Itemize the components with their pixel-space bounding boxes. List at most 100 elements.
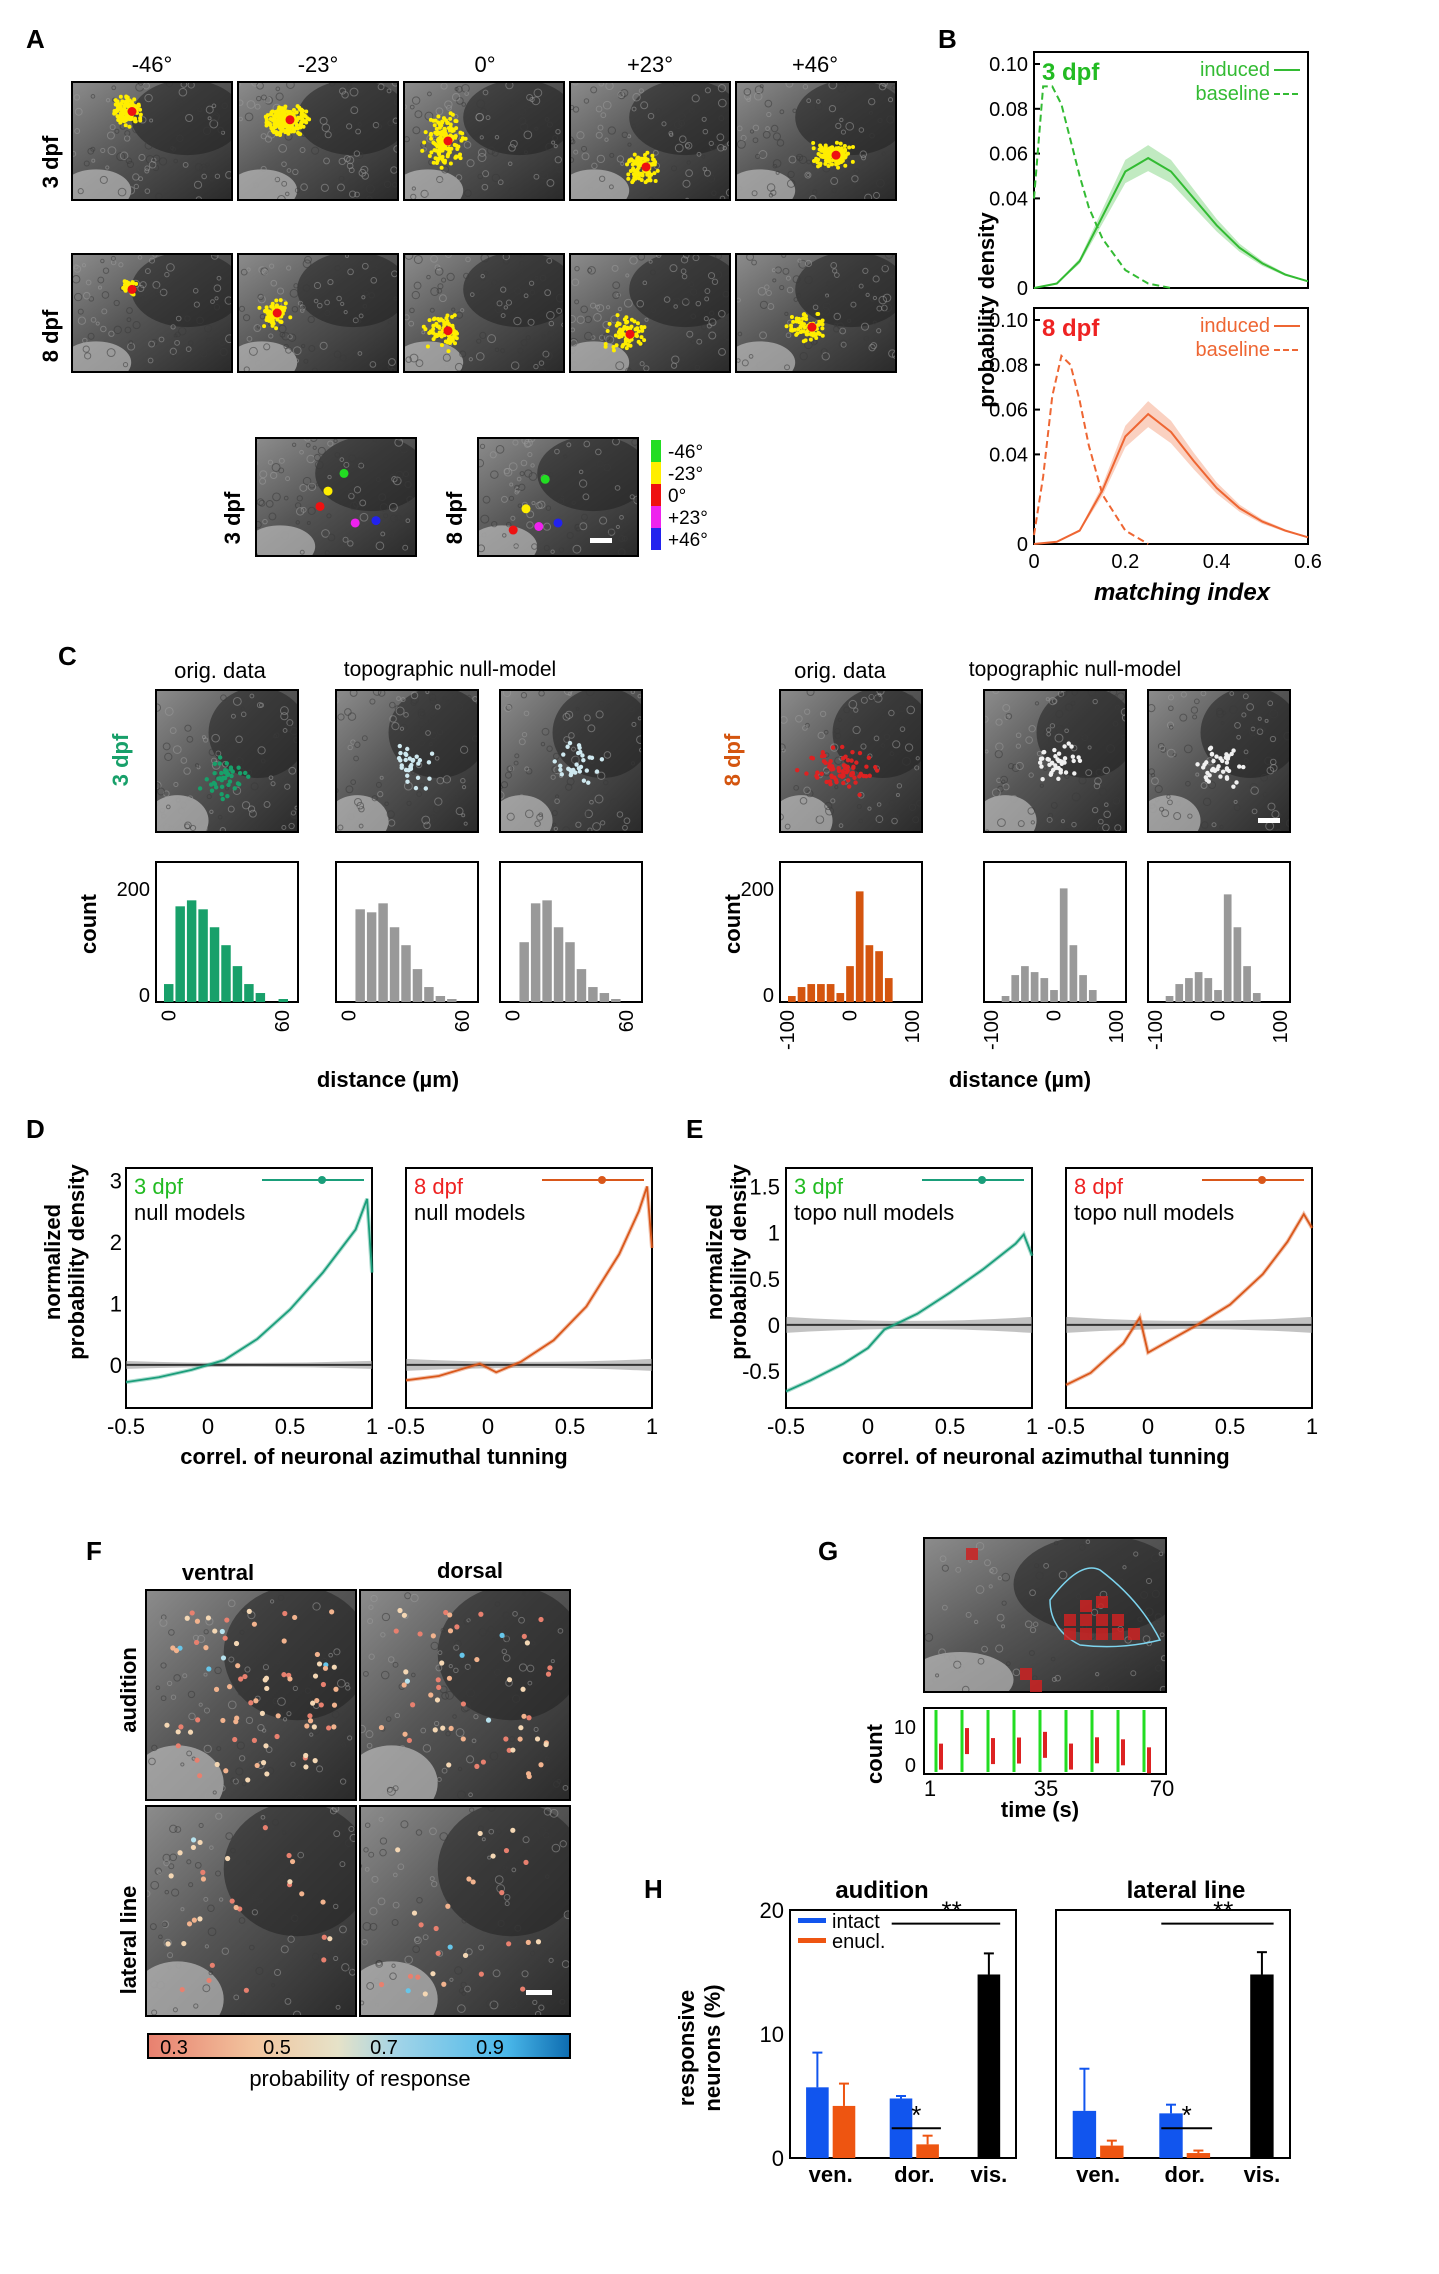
f-response-dot [506, 1941, 512, 1947]
image-cell [338, 87, 347, 95]
image-cell [379, 1837, 388, 1845]
c-hist-bar [412, 969, 423, 1002]
image-cell [375, 541, 385, 551]
f-response-dot [262, 1825, 268, 1831]
image-cell [743, 88, 752, 96]
a-neuron-dot [439, 343, 444, 348]
image-cell [369, 361, 377, 368]
image-cell [479, 443, 486, 449]
image-cell [356, 151, 364, 159]
a-neuron-dot [435, 158, 440, 163]
a-neuron-dot [126, 281, 131, 286]
c-neuron-dot [398, 758, 403, 763]
image-cell [480, 514, 490, 524]
image-cell [416, 1896, 423, 1904]
a-neuron-dot [635, 321, 640, 326]
image-cell [798, 155, 808, 165]
image-cell [505, 703, 513, 711]
f-response-dot [462, 1952, 469, 1959]
c-hist-bar [807, 984, 816, 1002]
image-cell [938, 1648, 946, 1657]
image-cell [160, 1695, 167, 1702]
image-cell [255, 1966, 264, 1975]
image-cell [984, 749, 989, 754]
f-response-dot [233, 1640, 240, 1647]
image-cell [840, 341, 847, 348]
image-cell [608, 527, 616, 535]
image-cell [1133, 1551, 1139, 1557]
image-cell [225, 1832, 234, 1840]
image-cell [821, 306, 831, 316]
image-cell [169, 1853, 178, 1862]
a-neuron-dot [286, 111, 291, 116]
h-xtick-label: vis. [1244, 2162, 1281, 2187]
image-cell [128, 340, 134, 346]
image-cell [168, 1863, 175, 1870]
summary-label-3dpf: 3 dpf [220, 491, 245, 544]
h-sig-star: ** [941, 1896, 961, 1926]
image-cell [793, 297, 799, 302]
image-cell [312, 1602, 321, 1611]
c-neuron-dot [852, 775, 857, 781]
panel-letter-c: C [58, 641, 77, 671]
image-cell [97, 276, 105, 284]
a-neuron-dot [826, 157, 831, 162]
c-ytick-label: 200 [741, 879, 774, 901]
image-cell [507, 161, 513, 167]
image-cell [465, 1948, 473, 1956]
c-xtick-label: 100 [1270, 1010, 1292, 1043]
image-cell [711, 190, 717, 196]
d-ylabel-1: normalized [40, 1204, 65, 1320]
f-response-dot [209, 1962, 215, 1968]
a-neuron-dot [264, 305, 269, 310]
a-neuron-dot [637, 160, 642, 165]
image-cell [272, 492, 281, 502]
image-cell [520, 692, 528, 699]
image-cell [587, 267, 593, 273]
a-neuron-dot [274, 326, 279, 331]
image-cell [830, 743, 839, 752]
image-cell [159, 1618, 168, 1627]
a-neuron-dot [440, 157, 445, 162]
image-cell [276, 1660, 281, 1665]
image-cell [812, 304, 819, 311]
image-cell [504, 771, 512, 779]
image-cell [558, 547, 565, 553]
image-cell [267, 359, 275, 366]
image-cell [109, 124, 116, 131]
image-cell [180, 1788, 186, 1794]
image-cell [249, 693, 255, 699]
f-response-dot [194, 1618, 201, 1624]
image-cell [530, 463, 535, 468]
image-cell [583, 720, 591, 729]
image-cell [280, 712, 289, 721]
image-cell [650, 307, 656, 313]
a-legend-swatch [651, 462, 661, 484]
image-cell [299, 147, 306, 153]
c-hist-null2-8dpf: -100 0 100 [1145, 861, 1292, 1050]
image-cell [503, 305, 509, 310]
a-neuron-dot [439, 334, 444, 339]
image-highlight [238, 341, 298, 372]
image-cell [369, 263, 378, 272]
image-cell [587, 724, 596, 733]
image-cell [391, 722, 400, 731]
image-cell [391, 1963, 396, 1968]
image-cell [803, 786, 811, 795]
a-neuron-dot [434, 322, 439, 327]
image-cell [772, 132, 782, 141]
image-cell [77, 308, 84, 315]
image-cell [410, 695, 419, 704]
c-hist-bar [884, 978, 893, 1002]
c-neuron-dot [217, 755, 223, 760]
image-cell [217, 126, 224, 134]
image-highlight [736, 169, 796, 200]
image-cell [573, 149, 579, 155]
a-neuron-dot [432, 316, 437, 321]
image-cell [251, 1909, 259, 1916]
c-neuron-dot [846, 784, 852, 789]
image-cell [313, 298, 319, 304]
image-cell [241, 1607, 248, 1614]
g-count-bar [1121, 1739, 1125, 1766]
